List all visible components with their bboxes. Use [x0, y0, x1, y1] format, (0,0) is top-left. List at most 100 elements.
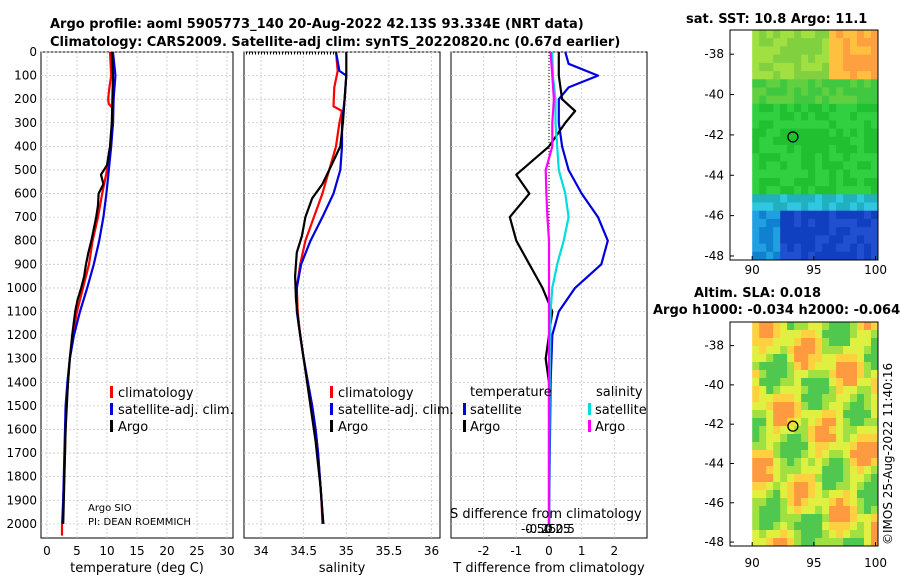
map-cell	[864, 120, 872, 130]
map-cell	[822, 46, 830, 56]
map-cell	[752, 506, 760, 515]
map-cell	[843, 145, 851, 154]
map-cell	[787, 530, 795, 539]
map-cell	[822, 426, 830, 435]
map-cell	[864, 506, 872, 515]
map-cell	[787, 338, 795, 347]
map-cell	[801, 218, 809, 228]
map-cell	[850, 235, 858, 245]
map-cell	[850, 386, 858, 395]
map-cell	[864, 235, 872, 245]
map-cell	[871, 218, 879, 228]
map-cell	[850, 362, 858, 371]
map-cell	[780, 194, 788, 203]
map-cell	[836, 522, 844, 531]
map-cell	[815, 442, 823, 451]
legend-climatology-label: climatology	[118, 386, 194, 401]
map-cell	[759, 169, 767, 179]
map-cell	[759, 498, 767, 507]
map-cell	[766, 330, 774, 339]
map-cell	[759, 54, 767, 64]
map-cell	[829, 402, 837, 411]
map-cell	[850, 378, 858, 387]
map-cell	[794, 251, 802, 261]
map-cell	[787, 322, 795, 331]
map-cell	[773, 136, 781, 146]
map-cell	[794, 227, 802, 236]
map-cell	[836, 169, 844, 179]
map-cell	[864, 136, 872, 146]
map-cell	[815, 161, 823, 171]
map-cell	[836, 62, 844, 72]
map-cell	[794, 330, 802, 339]
map-cell	[801, 354, 809, 363]
map-cell	[829, 538, 837, 547]
map-cell	[808, 394, 816, 403]
map-cell	[752, 161, 760, 171]
map-cell	[780, 362, 788, 371]
map-cell	[773, 103, 781, 113]
map-cell	[759, 177, 767, 187]
map-cell	[829, 322, 837, 331]
map-cell	[752, 442, 760, 451]
map-cell	[759, 161, 767, 171]
map-cell	[794, 62, 802, 72]
map-cell	[752, 458, 760, 467]
legend-t-argo-swatch	[463, 420, 466, 432]
x-tick-label: 35.5	[376, 544, 403, 558]
map-cell	[857, 418, 865, 427]
map-cell	[752, 202, 760, 212]
map-cell	[850, 62, 858, 72]
map-cell	[843, 186, 851, 195]
map-cell	[871, 136, 879, 146]
legend-t-satellite-swatch	[463, 403, 466, 415]
map-cell	[759, 38, 767, 47]
map-cell	[836, 498, 844, 507]
map-cell	[850, 346, 858, 355]
map-cell	[822, 386, 830, 395]
map-cell	[815, 79, 823, 88]
map-cell	[780, 402, 788, 411]
map-cell	[773, 458, 781, 467]
map-x-tick-label: 100	[864, 263, 887, 277]
map-cell	[759, 522, 767, 531]
map-cell	[794, 136, 802, 146]
map-cell	[780, 46, 788, 56]
map-y-tick-label: -38	[704, 47, 724, 61]
map-cell	[850, 227, 858, 236]
map-cell	[829, 418, 837, 427]
map-cell	[829, 120, 837, 130]
map-cell	[822, 378, 830, 387]
map-cell	[766, 442, 774, 451]
map-cell	[850, 46, 858, 56]
map-cell	[857, 394, 865, 403]
y-tick-label: 300	[14, 116, 37, 130]
map-cell	[752, 145, 760, 154]
map-cell	[843, 466, 851, 475]
map-cell	[815, 153, 823, 162]
map-cell	[822, 338, 830, 347]
map-cell	[780, 30, 788, 39]
map-cell	[801, 128, 809, 138]
map-cell	[801, 498, 809, 507]
map-cell	[794, 112, 802, 121]
map-cell	[773, 330, 781, 339]
figure-title-line2: Climatology: CARS2009. Satellite-adj cli…	[50, 35, 620, 50]
map-y-tick-label: -42	[704, 417, 724, 431]
map-cell	[843, 251, 851, 261]
map-cell	[752, 103, 760, 113]
map-cell	[857, 410, 865, 419]
map-cell	[871, 161, 879, 171]
map-cell	[843, 243, 851, 253]
map-cell	[759, 506, 767, 515]
map-cell	[864, 402, 872, 411]
map-cell	[850, 538, 858, 547]
x-tick-label: 10	[99, 544, 114, 558]
map-cell	[780, 498, 788, 507]
map-cell	[822, 466, 830, 475]
map-cell	[752, 243, 760, 253]
map-cell	[836, 338, 844, 347]
map-cell	[752, 71, 760, 80]
map-cell	[759, 354, 767, 363]
map-cell	[773, 490, 781, 499]
